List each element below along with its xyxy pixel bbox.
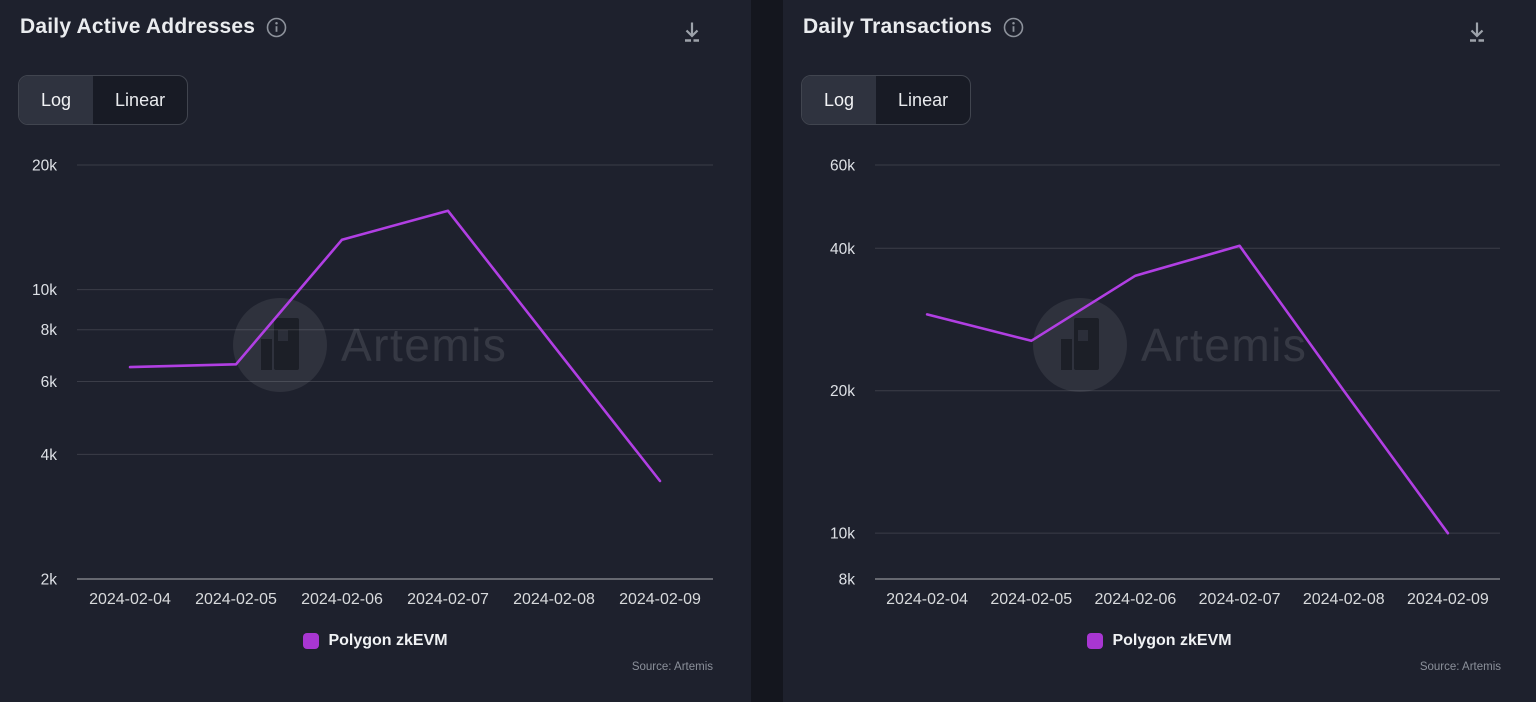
y-tick-label: 10k: [32, 282, 57, 299]
y-tick-label: 10k: [830, 526, 855, 543]
info-icon[interactable]: [266, 17, 287, 38]
y-tick-label: 60k: [830, 158, 855, 175]
x-tick-label: 2024-02-08: [513, 591, 595, 608]
y-tick-label: 4k: [41, 447, 58, 464]
x-tick-label: 2024-02-07: [407, 591, 489, 608]
x-tick-label: 2024-02-04: [89, 591, 171, 608]
log-toggle-button[interactable]: Log: [802, 76, 877, 124]
watermark-text: Artemis: [1141, 319, 1308, 371]
x-tick-label: 2024-02-07: [1199, 591, 1281, 608]
y-tick-label: 6k: [41, 374, 58, 391]
download-icon: [685, 22, 699, 42]
download-chart-button[interactable]: [1462, 16, 1492, 51]
series-line-polygon-zkevm: [925, 244, 1450, 535]
chart-canvas-daily-active-addresses[interactable]: 20k 10k 8k 6k 4k 2k 2024-02-04 2024-02-05 2024-0…: [0, 0, 751, 702]
chart-title: Daily Transactions: [803, 15, 993, 38]
watermark-text: Artemis: [341, 319, 508, 371]
chart-canvas-daily-transactions[interactable]: 60k 40k 20k 10k 8k 2024-02-04 2024-02-05 2024-0…: [783, 0, 1536, 702]
x-tick-label: 2024-02-09: [1407, 591, 1489, 608]
x-tick-label: 2024-02-05: [195, 591, 277, 608]
scale-toggle: Log Linear: [18, 75, 189, 125]
legend-label: Polygon zkEVM: [328, 632, 448, 649]
y-tick-label: 8k: [839, 572, 856, 589]
x-tick-label: 2024-02-04: [886, 591, 968, 608]
panel-header: Daily Active Addresses: [20, 15, 287, 39]
x-tick-label: 2024-02-09: [619, 591, 701, 608]
y-tick-label: 40k: [830, 241, 855, 258]
y-tick-label: 20k: [32, 158, 57, 175]
linear-toggle-button[interactable]: Linear: [93, 76, 187, 124]
log-toggle-button[interactable]: Log: [19, 76, 94, 124]
legend-swatch: [1087, 633, 1104, 649]
linear-toggle-button[interactable]: Linear: [876, 76, 970, 124]
download-icon: [1470, 22, 1484, 42]
y-tick-label: 20k: [830, 383, 855, 400]
download-chart-button[interactable]: [677, 16, 707, 51]
source-attribution: Source: Artemis: [631, 661, 713, 673]
scale-toggle: Log Linear: [801, 75, 972, 125]
series-line-polygon-zkevm: [128, 209, 662, 483]
y-tick-label: 2k: [41, 572, 58, 589]
panel-header: Daily Transactions: [803, 15, 1024, 39]
y-tick-label: 8k: [41, 322, 58, 339]
x-tick-label: 2024-02-05: [990, 591, 1072, 608]
legend-label: Polygon zkEVM: [1112, 632, 1232, 649]
legend-item-polygon-zkevm[interactable]: Polygon zkEVM: [0, 632, 751, 650]
x-tick-label: 2024-02-06: [1094, 591, 1176, 608]
chart-title: Daily Active Addresses: [20, 15, 256, 38]
x-tick-label: 2024-02-08: [1303, 591, 1385, 608]
artemis-logo-icon: [1033, 298, 1127, 392]
legend-item-polygon-zkevm[interactable]: Polygon zkEVM: [783, 632, 1536, 650]
panel-daily-active-addresses: Daily Active Addresses Log Linear: [0, 0, 751, 702]
panel-daily-transactions: Daily Transactions Log Linear: [783, 0, 1536, 702]
artemis-watermark: Artemis: [1033, 298, 1307, 392]
x-tick-label: 2024-02-06: [301, 591, 383, 608]
info-icon[interactable]: [1003, 17, 1024, 38]
legend-swatch: [303, 633, 320, 649]
source-attribution: Source: Artemis: [1419, 661, 1501, 673]
